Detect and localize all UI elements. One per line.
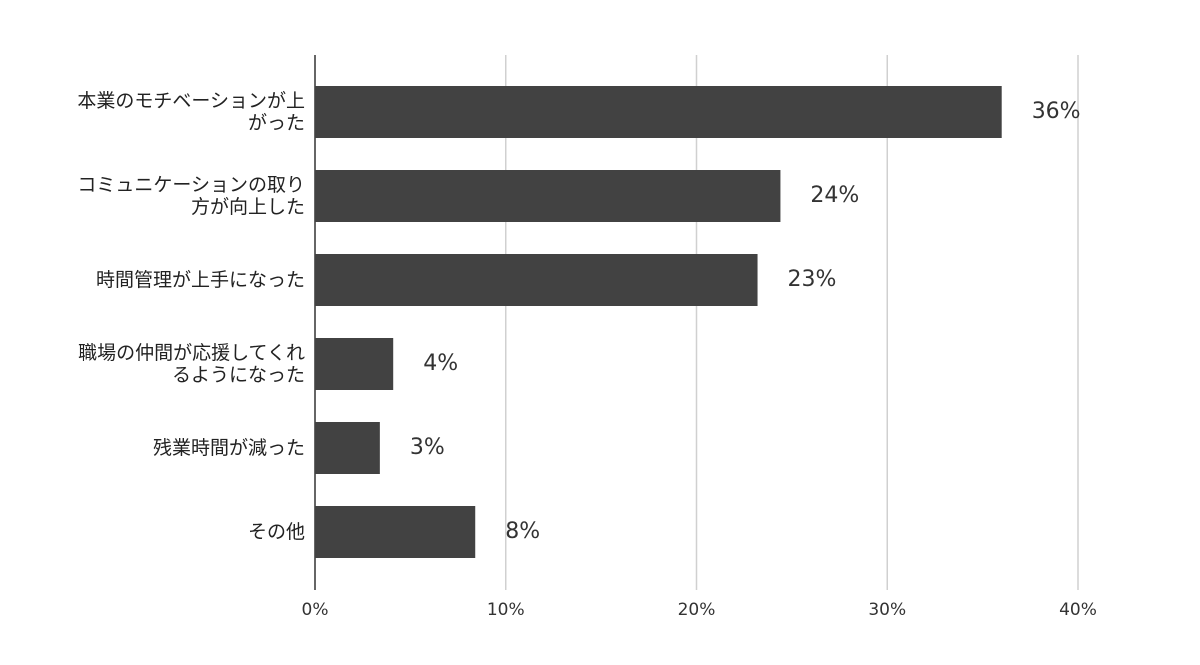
bar xyxy=(315,338,394,390)
y-tick-label: 時間管理が上手になった xyxy=(95,269,305,291)
value-label: 36% xyxy=(1032,99,1081,124)
value-label: 24% xyxy=(810,183,859,208)
y-tick-label: 残業時間が減った xyxy=(152,437,305,459)
x-tick-label: 30% xyxy=(868,600,906,620)
x-tick-label: 0% xyxy=(302,600,329,620)
y-tick-label: 職場の仲間が応援してくれるようになった xyxy=(78,342,305,386)
bar xyxy=(315,170,781,222)
value-label: 3% xyxy=(410,435,445,460)
value-label: 23% xyxy=(788,267,837,292)
y-tick-label: その他 xyxy=(247,521,305,543)
x-tick-label: 20% xyxy=(678,600,716,620)
y-tick-label: 本業のモチベーションが上がった xyxy=(77,90,305,134)
x-tick-label: 10% xyxy=(487,600,525,620)
bar xyxy=(315,506,476,558)
bar xyxy=(315,254,758,306)
y-tick-label: コミュニケーションの取り方が向上した xyxy=(77,174,305,218)
bar xyxy=(315,86,1002,138)
x-tick-label: 40% xyxy=(1059,600,1097,620)
bar xyxy=(315,422,380,474)
value-label: 4% xyxy=(423,351,458,376)
value-label: 8% xyxy=(505,519,540,544)
